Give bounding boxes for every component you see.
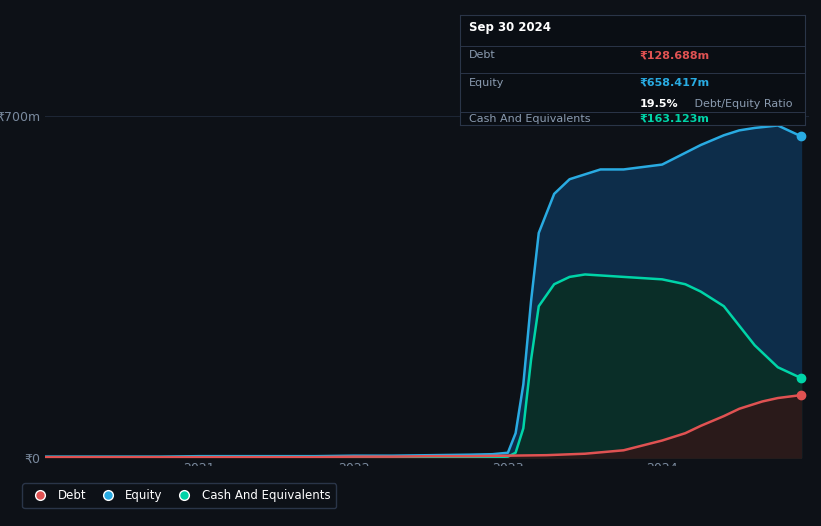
Text: ₹128.688m: ₹128.688m (640, 50, 709, 60)
Text: Equity: Equity (469, 78, 504, 88)
Text: ₹163.123m: ₹163.123m (640, 114, 709, 124)
Text: Sep 30 2024: Sep 30 2024 (469, 21, 551, 34)
Legend: Debt, Equity, Cash And Equivalents: Debt, Equity, Cash And Equivalents (22, 483, 337, 508)
Text: Debt: Debt (469, 50, 495, 60)
Text: ₹658.417m: ₹658.417m (640, 78, 709, 88)
Text: Debt/Equity Ratio: Debt/Equity Ratio (691, 98, 792, 108)
Text: 19.5%: 19.5% (640, 98, 678, 108)
Text: Cash And Equivalents: Cash And Equivalents (469, 114, 590, 124)
